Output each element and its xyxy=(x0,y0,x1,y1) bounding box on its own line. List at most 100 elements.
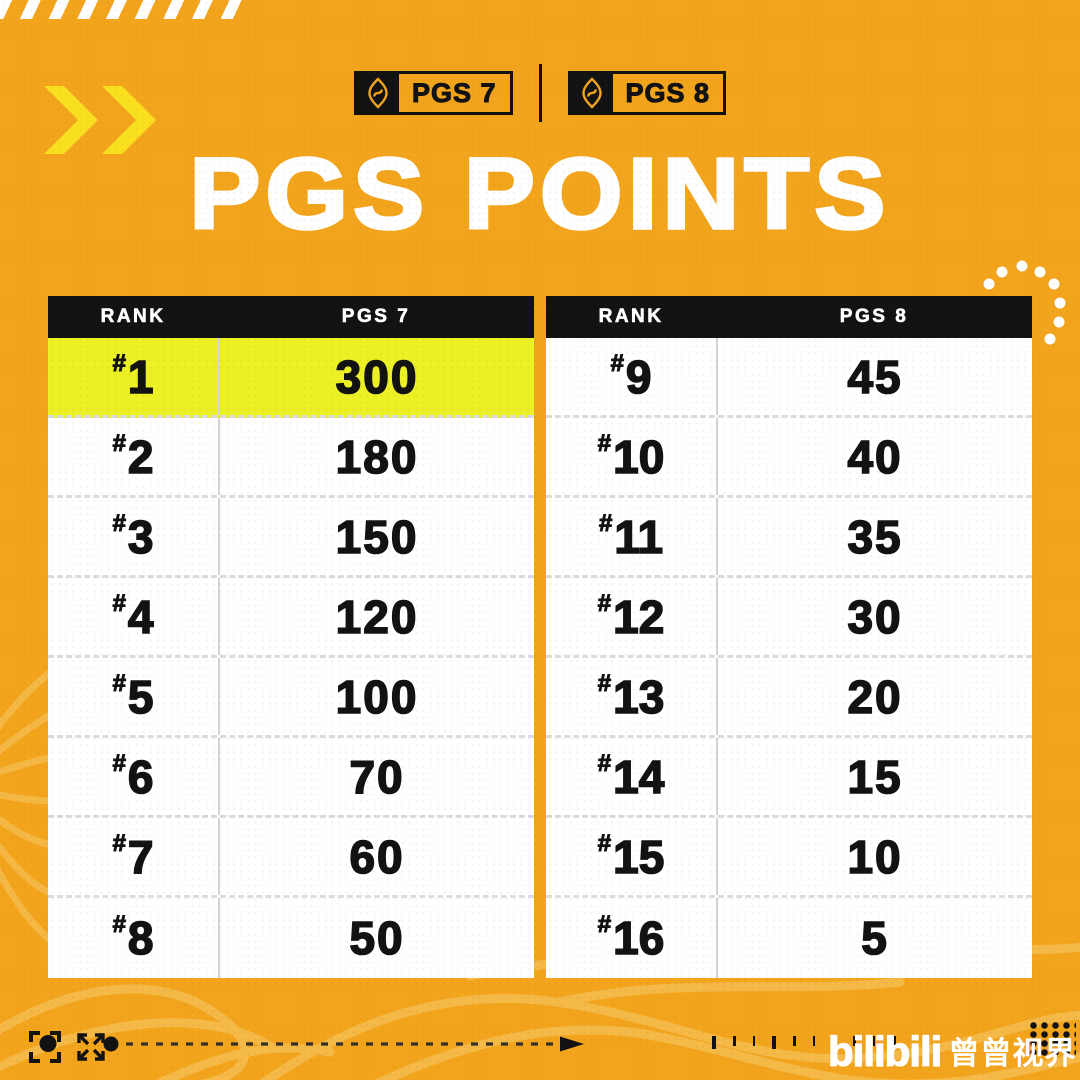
points-table-pgs8: RANK PGS 8 #9 45 #10 40 #11 35 #12 30 #13 20 #14 15… xyxy=(546,296,1032,978)
table-row: #5 100 xyxy=(48,658,534,738)
tick-mark xyxy=(712,1036,716,1049)
badge-label: PGS 8 xyxy=(625,77,711,108)
table-row: #9 45 xyxy=(546,338,1032,418)
badge-pgs8: PGS 8 xyxy=(567,71,727,115)
pgs-shield-icon xyxy=(570,74,613,112)
watermark: bilibili 曾曾视界 xyxy=(827,1028,1077,1075)
double-chevron-icon xyxy=(44,86,156,154)
table-body: #9 45 #10 40 #11 35 #12 30 #13 20 #14 15 #15 10 #16 5 xyxy=(546,338,1032,978)
rank-number: 14 xyxy=(612,750,665,804)
table-row: #1 300 xyxy=(48,338,534,418)
bilibili-logo: bilibili xyxy=(827,1028,943,1075)
studio-name: 曾曾视界 xyxy=(948,1036,1077,1071)
table-header: RANK PGS 8 xyxy=(546,296,1032,338)
points-value: 50 xyxy=(218,898,534,978)
points-value: 40 xyxy=(716,418,1032,495)
tick-mark xyxy=(872,1036,875,1046)
rank-cell: #14 xyxy=(546,738,716,815)
rank-number: 11 xyxy=(614,510,664,564)
rank-cell: #8 xyxy=(48,898,218,978)
pgs-shield-icon xyxy=(356,74,399,112)
tick-mark xyxy=(892,1036,896,1049)
table-row: #3 150 xyxy=(48,498,534,578)
rank-number: 8 xyxy=(127,911,154,965)
rank-number: 9 xyxy=(625,350,652,404)
expand-arrows-icon xyxy=(77,1033,105,1061)
rank-number: 7 xyxy=(127,830,154,884)
rank-number: 2 xyxy=(127,430,154,484)
table-row: #6 70 xyxy=(48,738,534,818)
badge-pgs7: PGS 7 xyxy=(353,71,513,115)
rank-hash-prefix: # xyxy=(112,669,126,697)
footer-icons xyxy=(28,1031,108,1063)
rank-hash-prefix: # xyxy=(597,429,612,457)
rank-hash-prefix: # xyxy=(597,669,612,697)
halftone-dots xyxy=(1028,1021,1076,1058)
table-row: #7 60 xyxy=(48,818,534,898)
rank-number: 1 xyxy=(127,350,154,404)
rank-cell: #2 xyxy=(48,418,218,495)
tick-mark xyxy=(832,1036,836,1049)
points-value: 45 xyxy=(716,338,1032,415)
rank-number: 16 xyxy=(612,911,665,965)
rank-cell: #7 xyxy=(48,818,218,895)
table-row: #15 10 xyxy=(546,818,1032,898)
rank-hash-prefix: # xyxy=(597,749,612,777)
tick-mark xyxy=(752,1036,755,1046)
rank-hash-prefix: # xyxy=(112,509,126,537)
dotted-arrow-line xyxy=(103,1036,584,1052)
table-header: RANK PGS 7 xyxy=(48,296,534,338)
rank-cell: #9 xyxy=(546,338,716,415)
rank-cell: #10 xyxy=(546,418,716,495)
tick-mark xyxy=(733,1036,736,1046)
rank-cell: #3 xyxy=(48,498,218,575)
points-value: 300 xyxy=(218,338,534,415)
hazard-stripes xyxy=(0,0,242,19)
viewfinder-icon xyxy=(29,1031,61,1063)
points-value: 100 xyxy=(218,658,534,735)
rank-number: 4 xyxy=(127,590,154,644)
points-value: 5 xyxy=(716,898,1032,978)
points-value: 15 xyxy=(716,738,1032,815)
tick-mark xyxy=(853,1036,856,1046)
ruler-ticks xyxy=(712,1036,896,1049)
page-title: PGS POINTS xyxy=(188,136,891,252)
rank-number: 6 xyxy=(127,750,154,804)
table-row: #12 30 xyxy=(546,578,1032,658)
badge-divider xyxy=(538,64,542,122)
points-value: 180 xyxy=(218,418,534,495)
rank-number: 3 xyxy=(127,510,154,564)
rank-cell: #1 xyxy=(48,338,218,415)
table-row: #2 180 xyxy=(48,418,534,498)
rank-number: 12 xyxy=(612,590,665,644)
table-body: #1 300 #2 180 #3 150 #4 120 #5 100 #6 70 #7 60 #8 50 xyxy=(48,338,534,978)
table-row: #11 35 xyxy=(546,498,1032,578)
points-value: 10 xyxy=(716,818,1032,895)
rank-hash-prefix: # xyxy=(597,910,612,938)
points-value: 30 xyxy=(716,578,1032,655)
background-rays-pattern xyxy=(0,666,54,947)
points-value: 120 xyxy=(218,578,534,655)
points-value: 20 xyxy=(716,658,1032,735)
rank-number: 13 xyxy=(612,670,665,724)
tick-mark xyxy=(772,1036,776,1049)
column-header-points: PGS 8 xyxy=(839,306,909,328)
table-row: #16 5 xyxy=(546,898,1032,978)
table-row: #4 120 xyxy=(48,578,534,658)
rank-number: 5 xyxy=(127,670,154,724)
rank-hash-prefix: # xyxy=(598,509,613,537)
column-header-rank: RANK xyxy=(100,306,166,328)
rank-hash-prefix: # xyxy=(597,829,612,857)
rank-cell: #16 xyxy=(546,898,716,978)
rank-cell: #4 xyxy=(48,578,218,655)
rank-hash-prefix: # xyxy=(112,749,126,777)
rank-cell: #11 xyxy=(546,498,716,575)
event-badges: PGS 7 PGS 8 xyxy=(0,64,1080,122)
rank-cell: #5 xyxy=(48,658,218,735)
points-value: 60 xyxy=(218,818,534,895)
points-value: 35 xyxy=(716,498,1032,575)
rank-cell: #13 xyxy=(546,658,716,735)
table-row: #14 15 xyxy=(546,738,1032,818)
table-row: #10 40 xyxy=(546,418,1032,498)
